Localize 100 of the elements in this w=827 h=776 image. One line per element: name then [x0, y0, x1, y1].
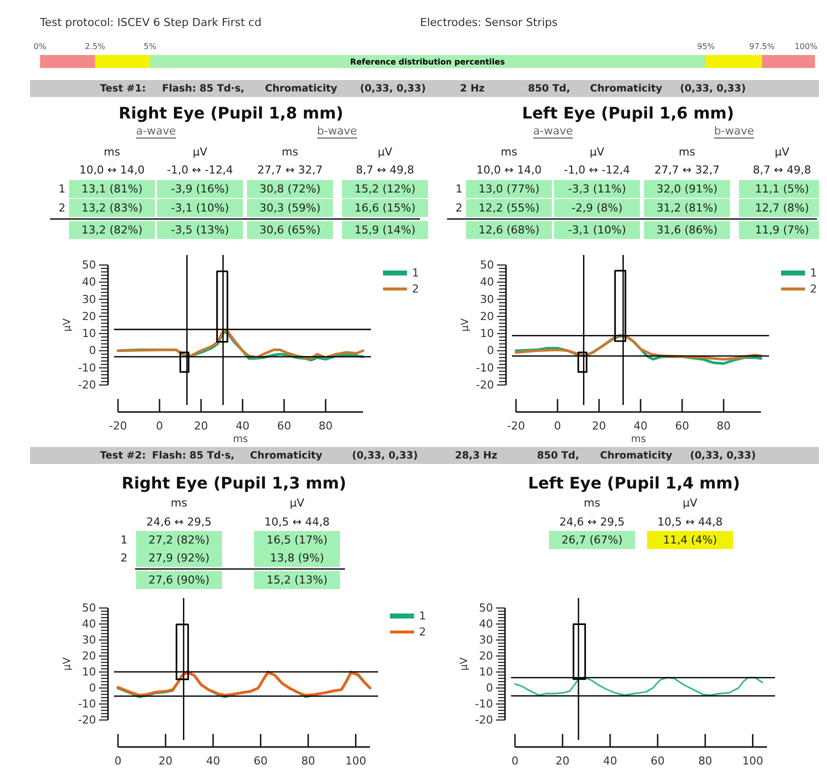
text: 13,2 (83%)	[81, 202, 143, 214]
y-tick-label: 40	[82, 618, 96, 630]
y-tick-label: -10	[475, 698, 493, 710]
text: 850 Td,	[537, 450, 580, 462]
y-tick-label: 30	[82, 292, 96, 306]
text: Test protocol: ISCEV 6 Step Dark First cd	[39, 16, 262, 29]
text: 8,7 ↔ 49,8	[752, 164, 812, 176]
text: 5%	[144, 42, 157, 51]
y-tick-label: 20	[82, 650, 96, 662]
y-tick-label: 50	[480, 258, 494, 272]
text: Chromaticity	[250, 450, 323, 462]
text: -3,3 (11%)	[568, 182, 626, 196]
text: 27,7 ↔ 32,7	[654, 164, 720, 176]
text: 27,9 (92%)	[148, 552, 210, 564]
x-tick-label: 80	[301, 754, 316, 768]
y-tick-label: 20	[480, 310, 494, 323]
text: 11,9 (7%)	[754, 224, 810, 236]
text: 2	[58, 202, 66, 214]
x-tick-label: 80	[716, 420, 731, 432]
text: 15,9 (14%)	[354, 224, 416, 236]
text: 97.5%	[749, 42, 776, 51]
text: 27,7 ↔ 32,7	[257, 164, 323, 176]
x-tick-label: 0	[554, 420, 562, 432]
text: 10,5 ↔ 44,8	[264, 516, 330, 528]
text: Left Eye (Pupil 1,4 mm)	[528, 474, 740, 492]
text: 13,0 (77%)	[478, 182, 540, 196]
x-tick-label: 40	[206, 754, 220, 768]
y-tick-label: 0	[486, 682, 493, 694]
text: 12,2 (55%)	[478, 202, 540, 214]
legend-label: 2	[412, 282, 419, 296]
text: -1,0 ↔ -12,4	[564, 164, 630, 176]
text: 2	[120, 552, 128, 564]
text: -3,1 (10%)	[568, 224, 626, 236]
text: (0,33, 0,33)	[360, 84, 426, 94]
x-tick-label: 40	[603, 754, 618, 768]
text: 24,6 ↔ 29,5	[146, 516, 212, 528]
y-tick-label: 10	[82, 666, 96, 678]
text: µV	[682, 496, 698, 510]
y-tick-label: -20	[78, 714, 96, 726]
y-tick-label: 30	[82, 634, 96, 646]
text: Reference distribution percentiles	[350, 58, 506, 66]
x-tick-label: 0	[512, 754, 518, 768]
text: 16,6 (15%)	[354, 202, 416, 214]
y-tick-label: -20	[476, 378, 494, 392]
text: Chromaticity	[265, 84, 338, 94]
text: 10,0 ↔ 14,0	[476, 164, 542, 176]
y-tick-label: 10	[480, 327, 494, 340]
text: -1,0 ↔ -12,4	[166, 164, 234, 176]
text: µV	[590, 146, 605, 158]
text: Test #1:	[100, 84, 146, 94]
text: Electrodes: Sensor Strips	[420, 16, 558, 29]
text: a-wave	[136, 124, 176, 138]
y-axis-title: µV	[459, 657, 470, 671]
text: 11,4 (4%)	[662, 534, 718, 546]
text: 8,7 ↔ 49,8	[356, 164, 414, 176]
text: (0,33, 0,33)	[690, 450, 756, 462]
text: µV	[290, 496, 305, 510]
text: 27,2 (82%)	[148, 534, 210, 546]
x-tick-label: -20	[109, 420, 127, 432]
y-tick-label: 10	[479, 666, 493, 678]
text: ms	[104, 146, 120, 158]
text: Flash: 85 Td·s,	[162, 84, 244, 94]
x-tick-label: 0	[114, 754, 122, 768]
text: 2 Hz	[460, 84, 485, 94]
y-tick-label: 40	[480, 276, 494, 289]
y-tick-label: 20	[479, 650, 493, 662]
text: ms	[678, 146, 696, 158]
text: -2,9 (8%)	[572, 202, 622, 214]
x-tick-label: 40	[236, 420, 250, 432]
y-tick-label: 50	[82, 602, 96, 614]
text: ms	[282, 146, 298, 158]
text: 2	[456, 202, 462, 214]
text: (0,33, 0,33)	[352, 450, 418, 462]
legend-label: 1	[412, 266, 419, 280]
y-tick-label: 40	[82, 276, 96, 289]
text: Right Eye (Pupil 1,3 mm)	[122, 474, 346, 492]
y-tick-label: -10	[78, 698, 96, 710]
legend-label: 1	[810, 266, 817, 280]
x-tick-label: 20	[592, 420, 606, 432]
text: Chromaticity	[600, 450, 673, 462]
x-tick-label: 20	[158, 754, 173, 768]
text: 1	[456, 182, 462, 196]
text: Flash: 85 Td·s,	[152, 450, 234, 462]
text: 28,3 Hz	[455, 450, 498, 462]
text: 30,8 (72%)	[259, 182, 321, 196]
text: 95%	[697, 42, 716, 51]
text: (0,33, 0,33)	[680, 84, 746, 94]
text: 2.5%	[84, 42, 106, 51]
text: 15,2 (13%)	[266, 574, 328, 586]
text: -3,5 (13%)	[171, 224, 229, 236]
text: 12,7 (8%)	[754, 202, 810, 214]
text: ms	[584, 496, 600, 510]
text: Chromaticity	[590, 84, 663, 94]
legend-label: 2	[810, 282, 817, 296]
text: Test #2:	[100, 450, 146, 462]
y-tick-label: 0	[89, 344, 96, 358]
x-tick-label: 0	[156, 420, 164, 432]
y-axis-title: µV	[460, 318, 471, 332]
x-tick-label: 80	[698, 754, 712, 768]
y-tick-label: 30	[480, 292, 494, 306]
